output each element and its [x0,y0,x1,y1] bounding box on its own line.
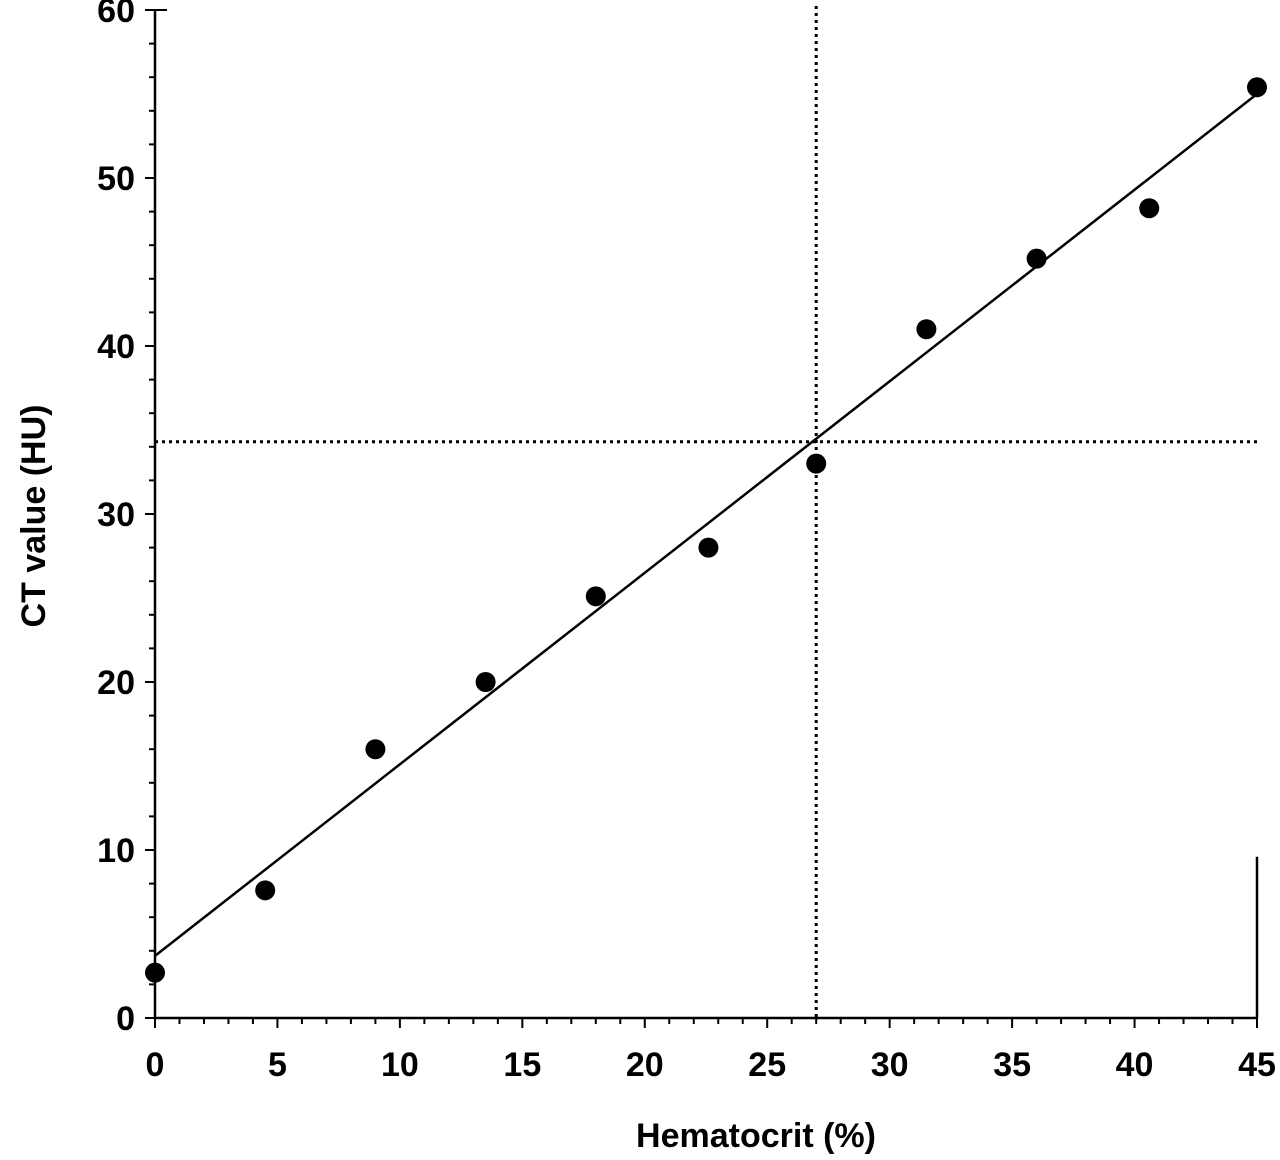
x-tick-label: 15 [503,1046,541,1084]
x-tick-labels: 0 5 10 15 20 25 30 35 40 45 [146,1046,1276,1084]
y-tick-label: 50 [97,160,135,198]
x-tick-label: 20 [626,1046,664,1084]
x-tick-label: 10 [381,1046,419,1084]
x-tick-label: 40 [1116,1046,1154,1084]
axis-ticks [145,9,1258,1028]
data-point [255,880,276,901]
data-point [475,672,496,692]
data-point [806,453,827,474]
data-point [1139,198,1160,219]
y-tick-label: 60 [97,0,135,30]
data-point [365,739,386,760]
x-tick-label: 35 [993,1046,1031,1084]
data-point [1026,248,1047,269]
data-point [698,537,719,558]
y-axis-title: CT value (HU) [15,405,53,628]
x-tick-label: 30 [871,1046,909,1084]
y-tick-label: 10 [97,832,135,870]
data-point [585,586,606,607]
data-point [145,962,165,983]
y-tick-labels: 0 10 20 30 40 50 60 [97,0,135,1038]
x-axis-title: Hematocrit (%) [636,1117,876,1155]
y-tick-label: 40 [97,328,135,366]
x-tick-label: 0 [146,1046,165,1084]
regression-line [154,93,1258,957]
data-point [916,319,937,340]
x-tick-label: 45 [1238,1046,1276,1084]
data-point [1247,77,1267,98]
y-tick-label: 20 [97,664,135,702]
y-tick-label: 0 [116,1000,135,1038]
x-tick-label: 25 [748,1046,786,1084]
x-tick-label: 5 [268,1046,287,1084]
y-tick-label: 30 [97,496,135,534]
data-points [145,77,1267,983]
